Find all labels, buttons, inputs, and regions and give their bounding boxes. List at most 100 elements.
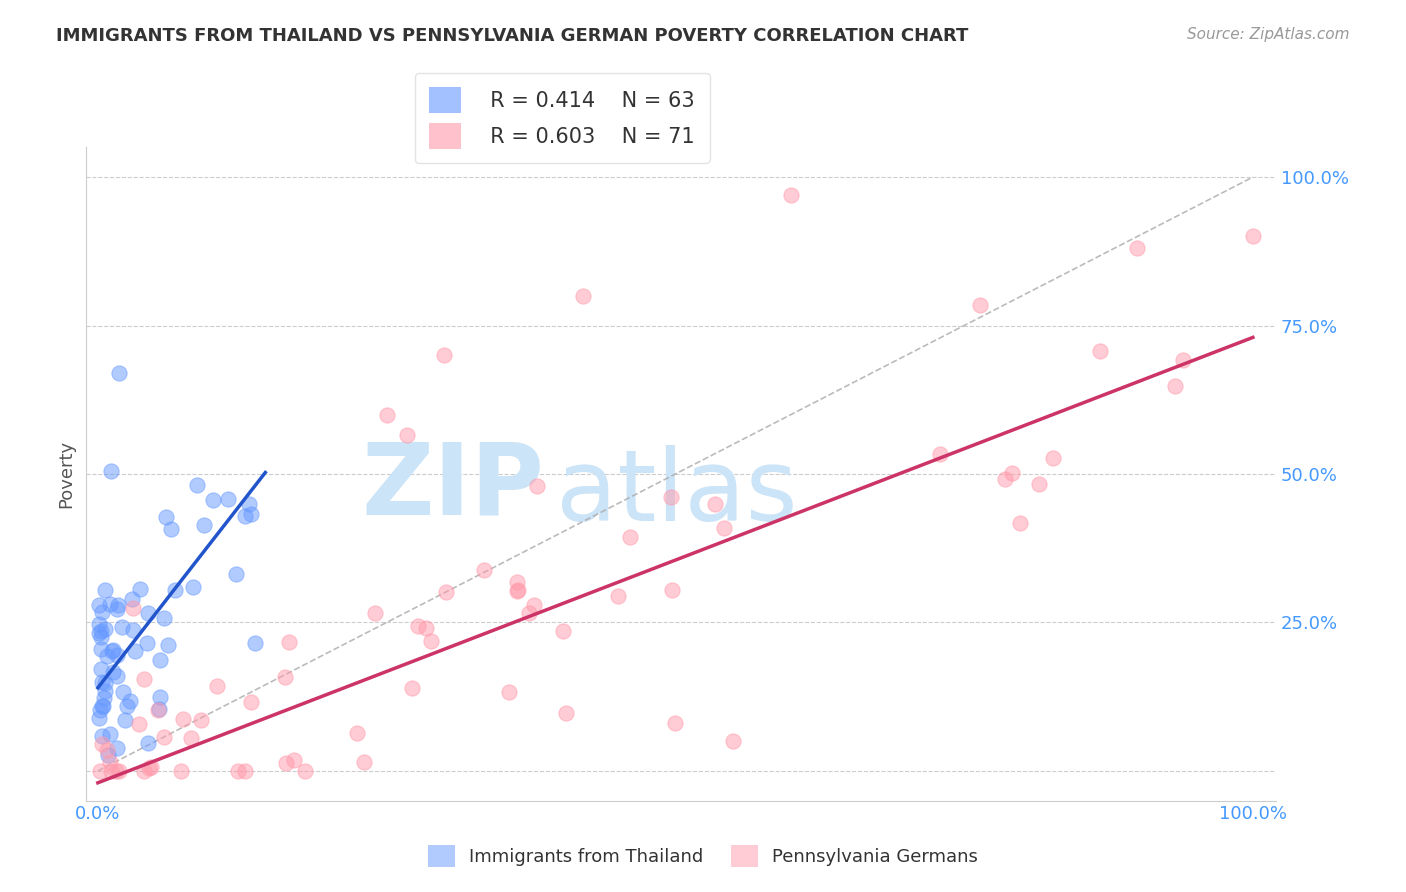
Point xyxy=(94,622,117,636)
Point xyxy=(364,607,387,621)
Point xyxy=(170,764,193,778)
Point xyxy=(929,447,952,461)
Point xyxy=(190,713,212,727)
Point xyxy=(155,509,177,524)
Point xyxy=(90,630,112,644)
Point xyxy=(664,716,686,731)
Point xyxy=(128,717,150,731)
Point xyxy=(420,634,443,648)
Point xyxy=(135,635,157,649)
Point xyxy=(498,685,520,699)
Point xyxy=(89,703,111,717)
Point xyxy=(661,583,683,598)
Point xyxy=(112,685,135,699)
Text: atlas: atlas xyxy=(557,445,797,542)
Point xyxy=(205,679,228,693)
Point xyxy=(408,619,430,633)
Point xyxy=(994,472,1017,486)
Point xyxy=(1042,450,1064,465)
Point xyxy=(619,530,641,544)
Point xyxy=(105,602,128,616)
Point xyxy=(396,427,419,442)
Point xyxy=(118,694,141,708)
Point xyxy=(121,592,143,607)
Point xyxy=(104,764,127,778)
Point xyxy=(180,731,202,745)
Point xyxy=(375,408,398,422)
Point xyxy=(90,641,112,656)
Point xyxy=(90,674,112,689)
Point xyxy=(659,490,682,504)
Point xyxy=(434,585,457,599)
Point xyxy=(186,478,208,492)
Point xyxy=(96,648,118,663)
Point xyxy=(163,582,186,597)
Point xyxy=(238,497,260,511)
Point xyxy=(98,597,121,611)
Point xyxy=(226,764,249,778)
Point xyxy=(90,624,112,638)
Point xyxy=(136,736,159,750)
Point xyxy=(91,606,114,620)
Point xyxy=(278,634,301,648)
Point xyxy=(100,755,122,769)
Point xyxy=(153,611,176,625)
Point xyxy=(148,702,170,716)
Point xyxy=(122,623,145,637)
Point xyxy=(105,668,128,682)
Point xyxy=(87,617,110,632)
Point xyxy=(139,759,162,773)
Point xyxy=(240,695,263,709)
Point xyxy=(506,583,529,598)
Point xyxy=(713,521,735,535)
Point xyxy=(969,298,991,312)
Point xyxy=(87,626,110,640)
Point xyxy=(153,730,176,744)
Text: IMMIGRANTS FROM THAILAND VS PENNSYLVANIA GERMAN POVERTY CORRELATION CHART: IMMIGRANTS FROM THAILAND VS PENNSYLVANIA… xyxy=(56,27,969,45)
Point xyxy=(103,643,125,657)
Point xyxy=(415,621,437,635)
Point xyxy=(94,676,117,690)
Point xyxy=(91,737,114,751)
Point xyxy=(89,764,111,778)
Point xyxy=(225,567,247,582)
Text: Source: ZipAtlas.com: Source: ZipAtlas.com xyxy=(1187,27,1350,42)
Point xyxy=(294,764,316,778)
Point xyxy=(108,764,131,778)
Point xyxy=(101,665,124,679)
Point xyxy=(217,492,239,507)
Point xyxy=(283,753,305,767)
Point xyxy=(100,764,122,778)
Point xyxy=(101,644,124,658)
Point xyxy=(156,638,179,652)
Point xyxy=(132,672,155,686)
Point xyxy=(96,743,118,757)
Point xyxy=(346,726,368,740)
Point xyxy=(779,187,801,202)
Point xyxy=(115,699,138,714)
Point xyxy=(721,734,744,748)
Point xyxy=(97,748,120,763)
Point xyxy=(1241,229,1264,244)
Point xyxy=(114,713,136,727)
Point xyxy=(87,598,110,612)
Point xyxy=(107,598,129,612)
Point xyxy=(233,508,256,523)
Y-axis label: Poverty: Poverty xyxy=(58,440,75,508)
Point xyxy=(526,479,548,493)
Point xyxy=(274,756,297,770)
Point xyxy=(1090,344,1112,359)
Point xyxy=(506,575,529,590)
Point xyxy=(172,713,194,727)
Point xyxy=(111,620,134,634)
Point xyxy=(233,764,256,778)
Point xyxy=(136,606,159,620)
Point xyxy=(555,706,578,720)
Point xyxy=(201,493,224,508)
Point xyxy=(1028,476,1050,491)
Point xyxy=(128,582,150,597)
Point xyxy=(572,289,595,303)
Point xyxy=(704,497,727,511)
Point xyxy=(93,691,115,706)
Point xyxy=(1163,379,1185,393)
